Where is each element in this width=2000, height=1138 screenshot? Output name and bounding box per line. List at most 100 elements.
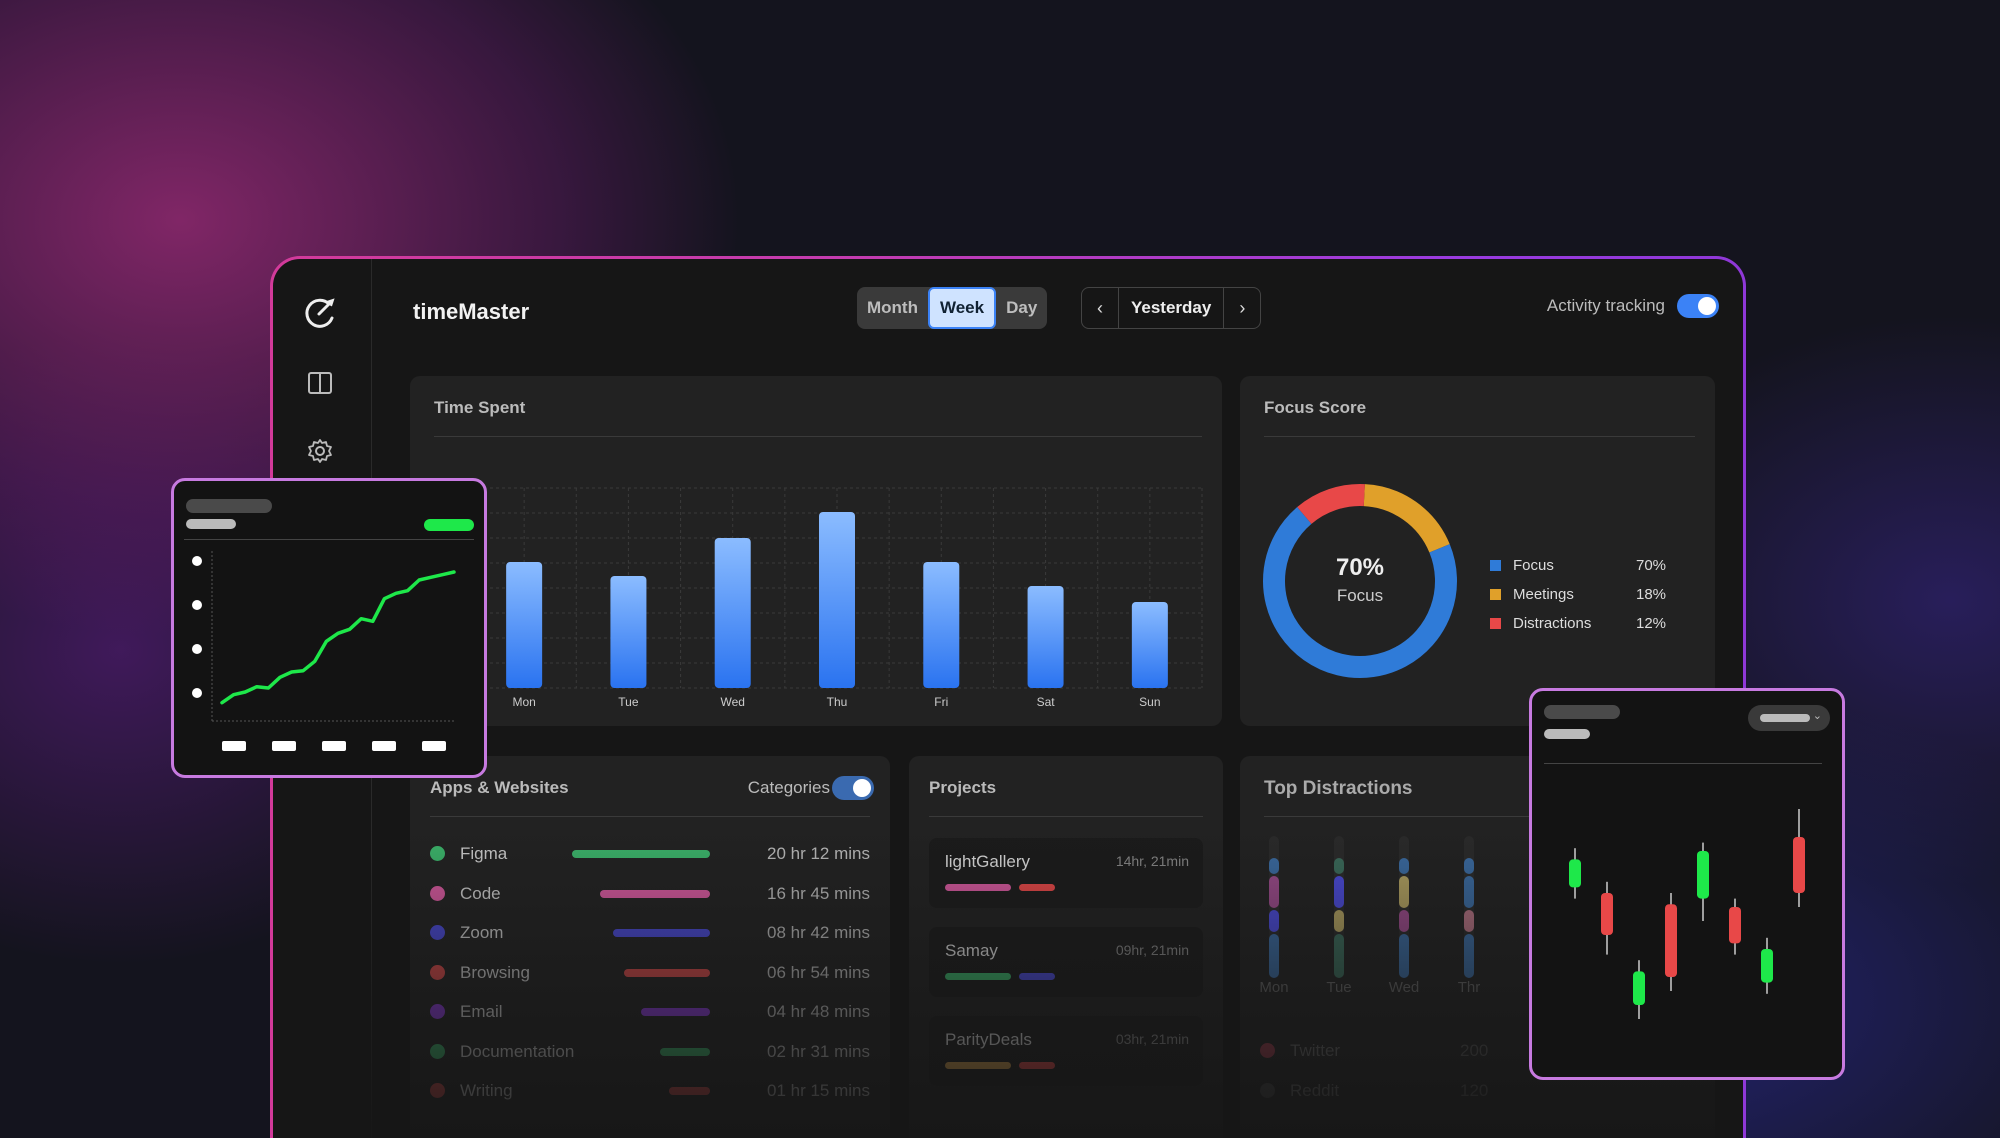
x-tick-block xyxy=(322,741,346,751)
date-navigator: ‹ Yesterday › xyxy=(1081,287,1262,329)
project-bar xyxy=(1019,973,1055,980)
app-row[interactable]: Zoom 08 hr 42 mins xyxy=(430,919,870,947)
categories-toggle[interactable] xyxy=(832,776,874,800)
candle-body[interactable] xyxy=(1665,904,1677,977)
app-row[interactable]: Email 04 hr 48 mins xyxy=(430,998,870,1026)
distraction-segment xyxy=(1399,858,1409,874)
distraction-dot xyxy=(1260,1043,1275,1058)
x-tick-block xyxy=(222,741,246,751)
app-name: Figma xyxy=(460,844,508,863)
day-label: Wed xyxy=(1389,979,1420,996)
app-time: 16 hr 45 mins xyxy=(767,883,870,903)
app-name: Documentation xyxy=(460,1041,575,1061)
project-bar xyxy=(1019,1062,1055,1069)
bar-sun[interactable] xyxy=(1131,602,1168,688)
app-usage-bar xyxy=(572,850,710,858)
app-row[interactable]: Code 16 hr 45 mins xyxy=(430,880,870,908)
tab-day[interactable]: Day xyxy=(1006,298,1038,317)
distraction-value: 200 xyxy=(1460,1041,1489,1060)
donut-slice-meetings[interactable] xyxy=(1363,484,1450,553)
app-window-inner: ? timeMaster Month Week Day ‹ Yesterday … xyxy=(273,259,1743,1138)
app-row[interactable]: Figma 20 hr 12 mins xyxy=(430,840,870,868)
app-color-dot xyxy=(430,925,445,940)
x-tick-block xyxy=(422,741,446,751)
bar-thu[interactable] xyxy=(819,512,855,688)
focus-center-value: 70% xyxy=(1335,554,1385,581)
divider xyxy=(929,816,1203,817)
distraction-segment xyxy=(1464,934,1474,978)
app-usage-bar xyxy=(613,929,710,937)
y-tick-dot xyxy=(192,644,202,654)
candle-body[interactable] xyxy=(1729,907,1741,944)
donut-slice-focus[interactable] xyxy=(1263,507,1457,678)
app-color-dot xyxy=(430,1083,445,1098)
donut-slice-distractions[interactable] xyxy=(1297,484,1365,525)
distraction-row[interactable]: Reddit 120 xyxy=(1260,1079,1500,1103)
legend-percent: 12% xyxy=(1636,615,1667,632)
gear-icon[interactable] xyxy=(300,431,340,471)
grid xyxy=(471,487,1203,689)
status-pill xyxy=(424,519,474,531)
distraction-name: Reddit xyxy=(1290,1081,1340,1100)
placeholder-subtitle xyxy=(1544,729,1590,739)
dropdown[interactable]: ⌄ xyxy=(1748,705,1830,731)
bar-tue[interactable] xyxy=(610,576,647,688)
app-color-dot xyxy=(430,1043,445,1059)
divider xyxy=(1544,763,1822,764)
candle-body[interactable] xyxy=(1697,851,1709,899)
project-bar xyxy=(945,884,1011,891)
project-item[interactable]: ParityDeals 03hr, 21min xyxy=(929,1016,1203,1086)
date-label[interactable]: Yesterday xyxy=(1118,288,1225,328)
focus-center-label: Focus xyxy=(1336,586,1384,605)
bar-mon[interactable] xyxy=(506,562,543,688)
layout-icon[interactable] xyxy=(300,363,340,403)
candle-body[interactable] xyxy=(1793,837,1805,893)
range-switch: Month Week Day xyxy=(857,287,1048,329)
divider xyxy=(1264,816,1695,817)
app-usage-bar xyxy=(599,889,710,898)
bar-sat[interactable] xyxy=(1027,586,1064,688)
distraction-segment xyxy=(1334,910,1344,932)
x-tick-block xyxy=(372,741,396,751)
x-tick-label: Wed xyxy=(720,695,744,709)
app-name: Browsing xyxy=(460,962,530,982)
projects-card: Projects lightGallery 14hr, 21min Samay 09h… xyxy=(909,756,1223,1138)
activity-tracking: Activity tracking xyxy=(1547,294,1719,318)
x-tick-label: Mon xyxy=(512,695,535,709)
chevron-left-icon[interactable]: ‹ xyxy=(1097,297,1103,318)
activity-tracking-toggle[interactable] xyxy=(1677,294,1719,318)
time-spent-title: Time Spent xyxy=(434,398,526,417)
app-row[interactable]: Browsing 06 hr 54 mins xyxy=(430,959,870,987)
x-tick-block xyxy=(272,741,296,751)
app-color-dot xyxy=(430,964,445,980)
project-item[interactable]: Samay 09hr, 21min xyxy=(929,927,1203,997)
app-usage-bar xyxy=(624,968,710,977)
project-name: ParityDeals xyxy=(945,1030,1032,1049)
legend-label: Distractions xyxy=(1513,615,1592,632)
tab-month[interactable]: Month xyxy=(867,298,918,317)
x-tick-label: Tue xyxy=(618,695,639,709)
app-row[interactable]: Documentation 02 hr 31 mins xyxy=(430,1038,870,1066)
activity-tracking-label: Activity tracking xyxy=(1546,296,1665,315)
dropdown-placeholder xyxy=(1760,714,1810,722)
distractions-title: Top Distractions xyxy=(1264,778,1413,799)
legend-percent: 18% xyxy=(1636,586,1667,603)
project-name: lightGallery xyxy=(945,852,1031,871)
candle-body[interactable] xyxy=(1761,949,1773,983)
focus-donut-chart xyxy=(1263,484,1457,678)
bar-fri[interactable] xyxy=(923,562,960,688)
placeholder-title xyxy=(186,499,272,513)
floating-candle-chart xyxy=(1569,809,1805,1019)
logo-icon[interactable] xyxy=(300,293,340,333)
chevron-right-icon[interactable]: › xyxy=(1239,297,1246,318)
distraction-row[interactable]: Twitter 200 xyxy=(1260,1039,1500,1063)
candle-body[interactable] xyxy=(1633,971,1645,1005)
candle-body[interactable] xyxy=(1569,859,1581,888)
app-row[interactable]: Writing 01 hr 15 mins xyxy=(430,1077,870,1105)
tab-week[interactable]: Week xyxy=(927,287,997,329)
project-bar xyxy=(1019,884,1055,891)
bar-wed[interactable] xyxy=(714,538,751,688)
candle-body[interactable] xyxy=(1601,893,1613,935)
app-name: Zoom xyxy=(460,923,504,942)
project-item[interactable]: lightGallery 14hr, 21min xyxy=(929,838,1203,908)
